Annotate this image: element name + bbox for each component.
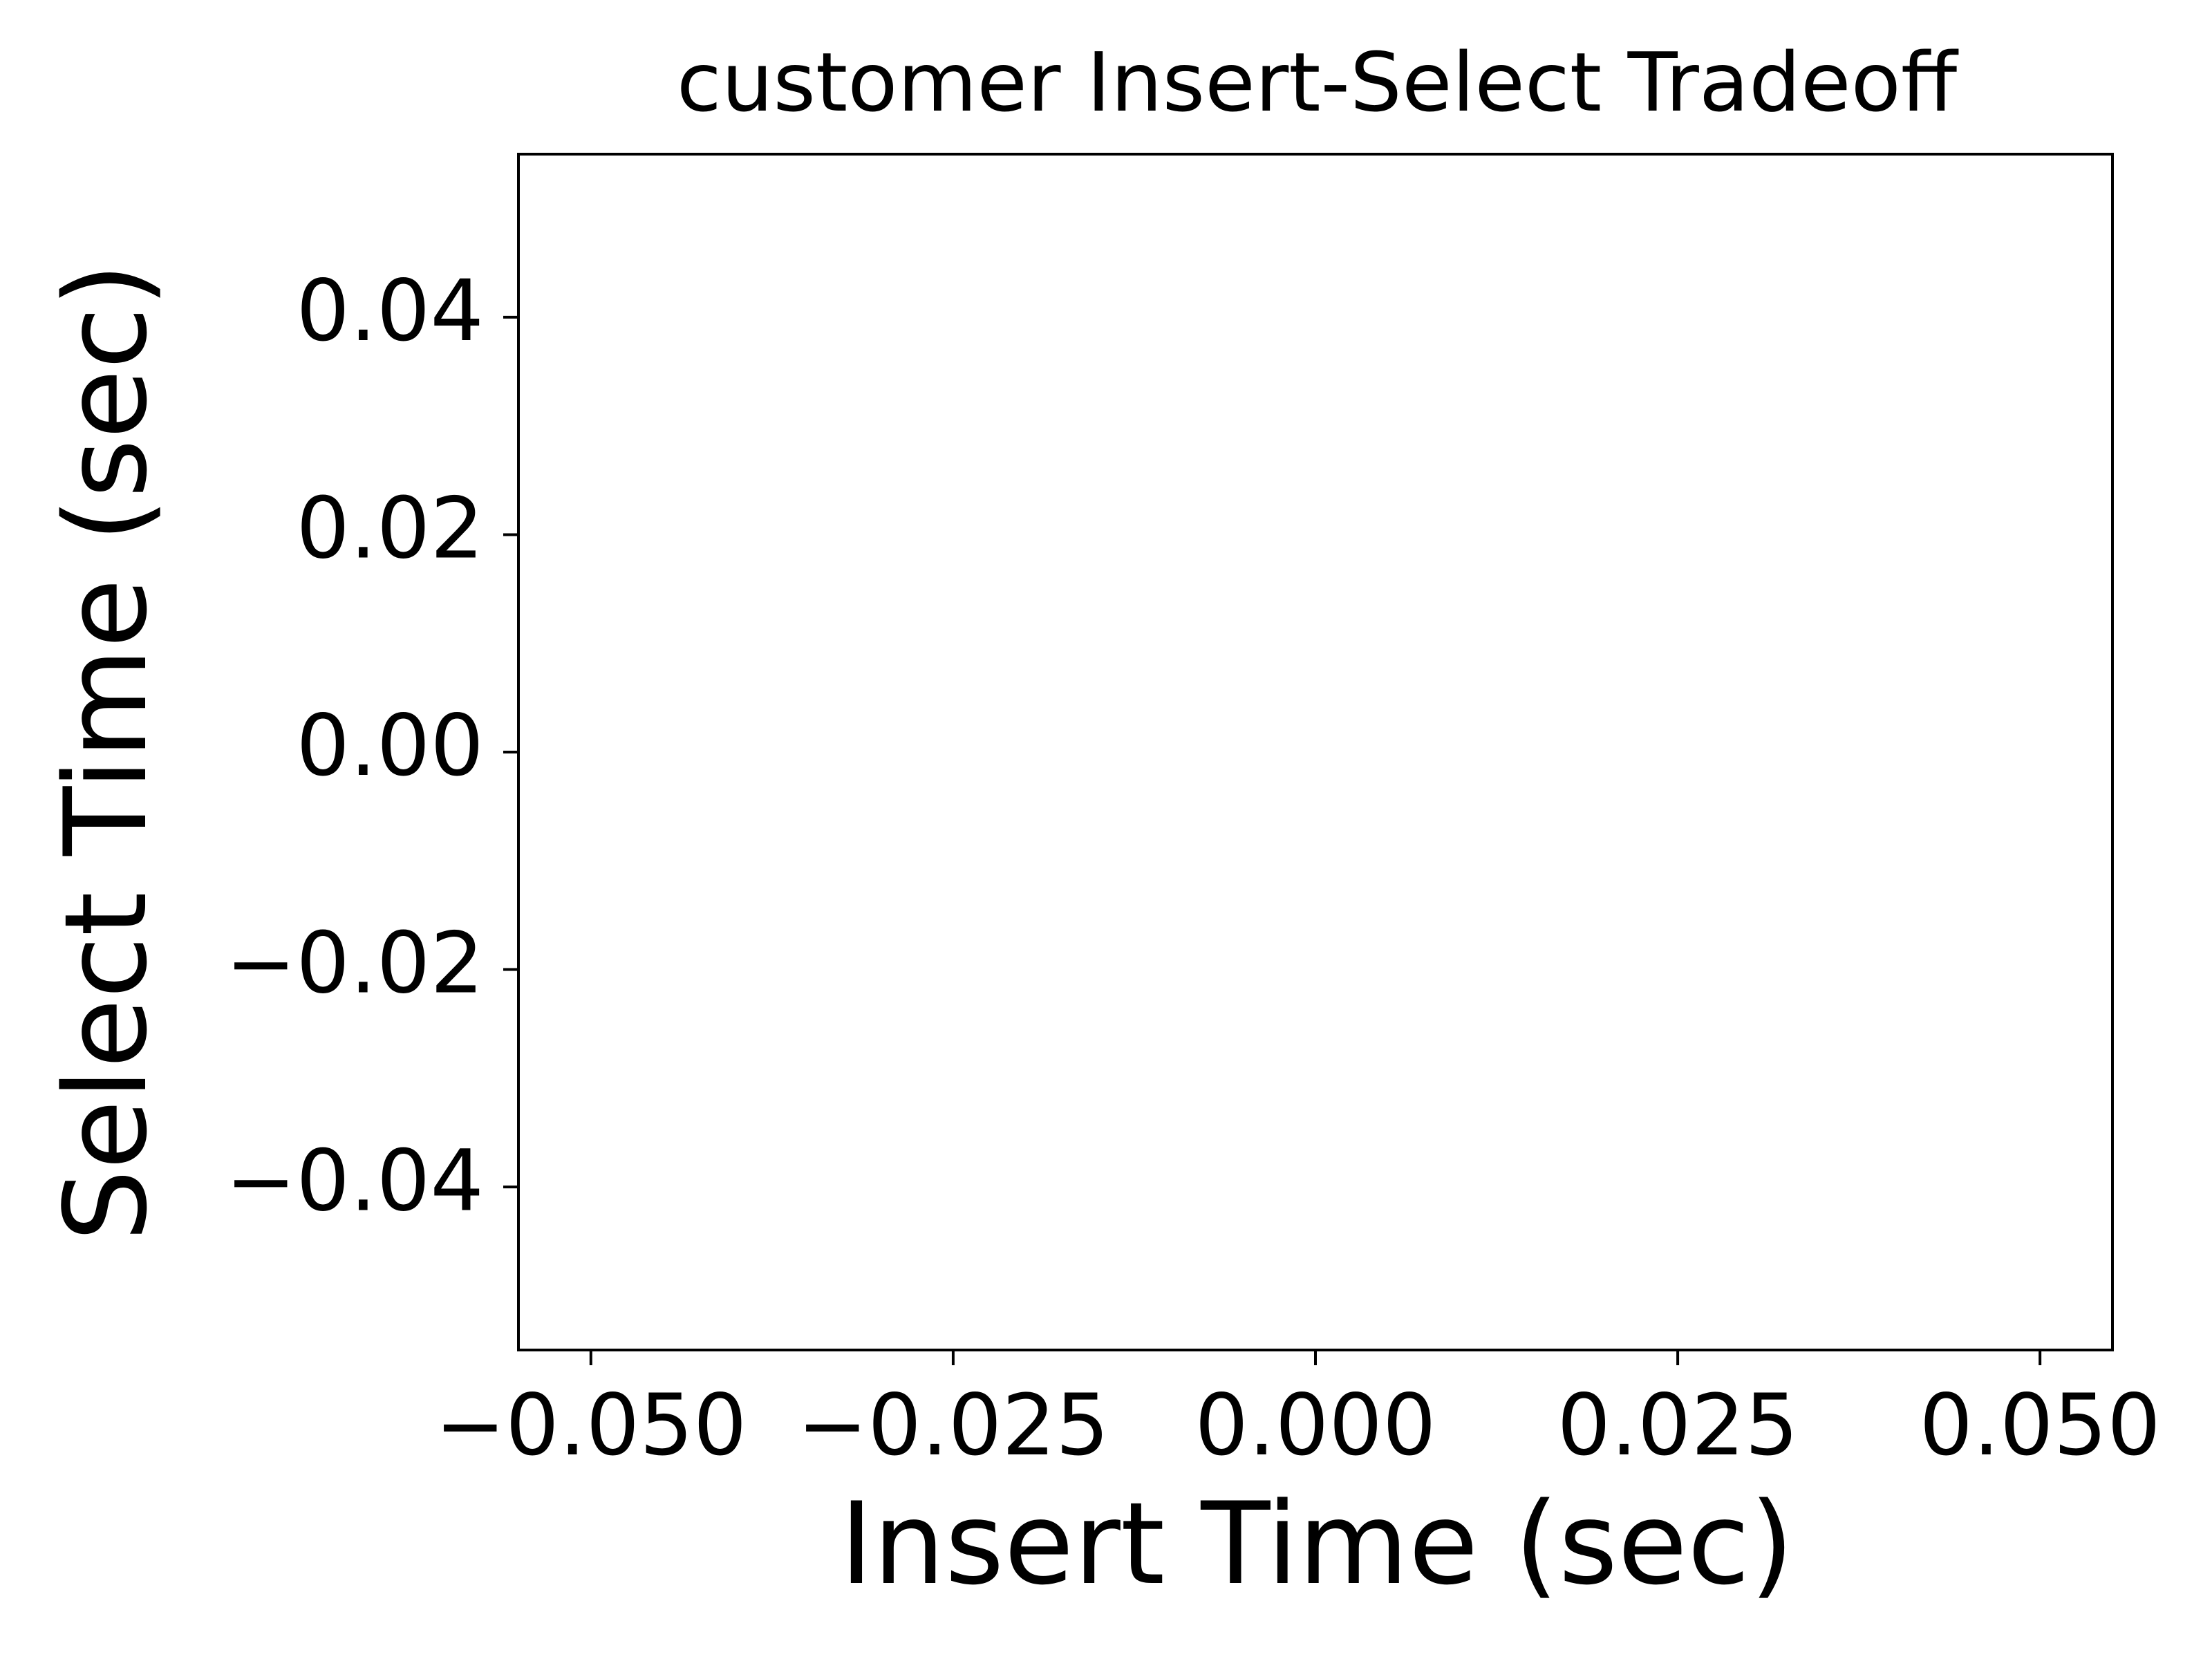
x-tick-label: 0.050 bbox=[1920, 1376, 2161, 1474]
x-tick-label: 0.025 bbox=[1557, 1376, 1798, 1474]
x-axis: −0.050 −0.025 0.000 0.025 0.050 bbox=[435, 1350, 2161, 1474]
y-tick-label: −0.02 bbox=[225, 915, 484, 1013]
y-axis: −0.04 −0.02 0.00 0.02 0.04 bbox=[225, 262, 518, 1230]
x-tick-label: −0.025 bbox=[797, 1376, 1109, 1474]
x-tick-label: 0.000 bbox=[1194, 1376, 1436, 1474]
y-tick-label: 0.02 bbox=[296, 480, 484, 578]
y-tick-label: 0.04 bbox=[296, 262, 484, 360]
y-tick-label: −0.04 bbox=[225, 1132, 484, 1230]
plot-area bbox=[517, 153, 2114, 1351]
y-axis-label: Select Time (sec) bbox=[40, 263, 172, 1241]
x-axis-label: Insert Time (sec) bbox=[840, 1478, 1794, 1610]
y-tick-label: 0.00 bbox=[296, 697, 484, 795]
chart-title: customer Insert-Select Tradeoff bbox=[677, 35, 1959, 130]
x-tick-label: −0.050 bbox=[435, 1376, 747, 1474]
